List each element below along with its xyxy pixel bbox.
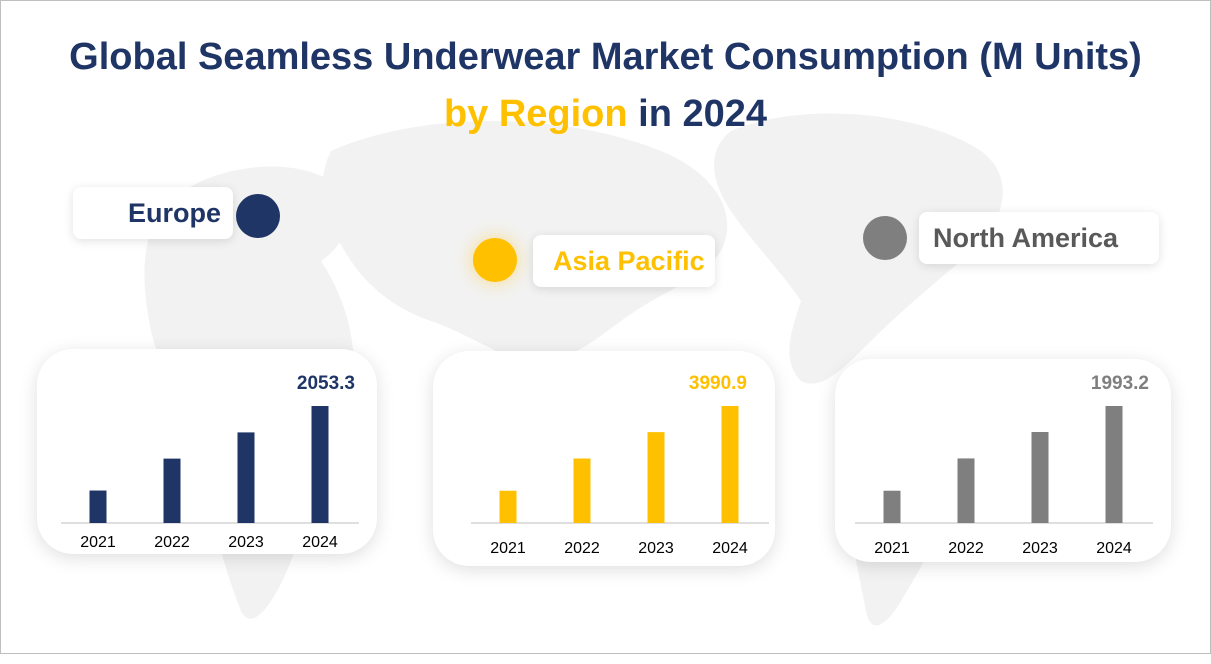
asia-pacific-tick-label-2021: 2021 (490, 540, 526, 557)
asia-pacific-tick-label-2024: 2024 (712, 540, 748, 557)
asia-pacific-bar-chart: 2021 2022 2023 2024 3990.9 (471, 373, 769, 557)
chart-title-line-1: Global Seamless Underwear Market Consump… (69, 36, 1142, 78)
title-highlight: by Region (443, 93, 628, 135)
europe-tick-label-2022: 2022 (154, 534, 190, 551)
north-america-bar-2022 (957, 458, 975, 523)
asia-pacific-chart-card: 2021 2022 2023 2024 3990.9 (433, 351, 775, 566)
north-america-tick-label-2021: 2021 (874, 540, 910, 557)
north-america-tick-label-2022: 2022 (948, 540, 984, 557)
north-america-bar-2024 (1105, 406, 1123, 523)
north-america-chart-card: 2021 2022 2023 2024 1993.2 (835, 359, 1171, 562)
asia-pacific-data-label-2024: 3990.9 (689, 373, 747, 394)
asia-pacific-tick-label-2023: 2023 (638, 540, 674, 557)
region-label-asia-pacific: Asia Pacific (533, 235, 715, 287)
europe-data-label-2024: 2053.3 (297, 373, 355, 394)
asia-pacific-bar-2024 (721, 406, 739, 523)
north-america-bar-2021 (883, 490, 901, 523)
title-rest: in 2024 (627, 93, 768, 135)
north-america-bar-chart: 2021 2022 2023 2024 1993.2 (855, 373, 1153, 557)
north-america-tick-label-2024: 2024 (1096, 540, 1132, 557)
europe-bar-2024 (311, 406, 329, 523)
europe-tick-label-2023: 2023 (228, 534, 264, 551)
north-america-marker-dot (863, 216, 907, 260)
asia-pacific-marker-dot (473, 238, 517, 282)
region-label-europe: Europe (73, 187, 233, 239)
north-america-data-label-2024: 1993.2 (1091, 373, 1149, 394)
europe-bar-2023 (237, 432, 255, 523)
asia-pacific-bar-2022 (573, 458, 591, 523)
europe-tick-label-2024: 2024 (302, 534, 338, 551)
region-name-north-america: North America (933, 223, 1119, 253)
north-america-bar-2023 (1031, 432, 1049, 523)
north-america-tick-label-2023: 2023 (1022, 540, 1058, 557)
region-name-asia-pacific: Asia Pacific (553, 246, 705, 276)
europe-tick-label-2021: 2021 (80, 534, 116, 551)
europe-bar-chart: 2021 2022 2023 2024 2053.3 (61, 373, 359, 551)
region-label-north-america: North America (919, 212, 1159, 264)
europe-bar-2021 (89, 490, 107, 523)
europe-bar-2022 (163, 458, 181, 523)
asia-pacific-bar-2021 (499, 490, 517, 523)
chart-title-line-2: by Region in 2024 (1, 92, 1210, 138)
asia-pacific-bar-2023 (647, 432, 665, 523)
europe-marker-dot (236, 194, 280, 238)
asia-pacific-tick-label-2022: 2022 (564, 540, 600, 557)
europe-chart-card: 2021 2022 2023 2024 2053.3 (37, 349, 377, 554)
region-name-europe: Europe (127, 198, 221, 228)
